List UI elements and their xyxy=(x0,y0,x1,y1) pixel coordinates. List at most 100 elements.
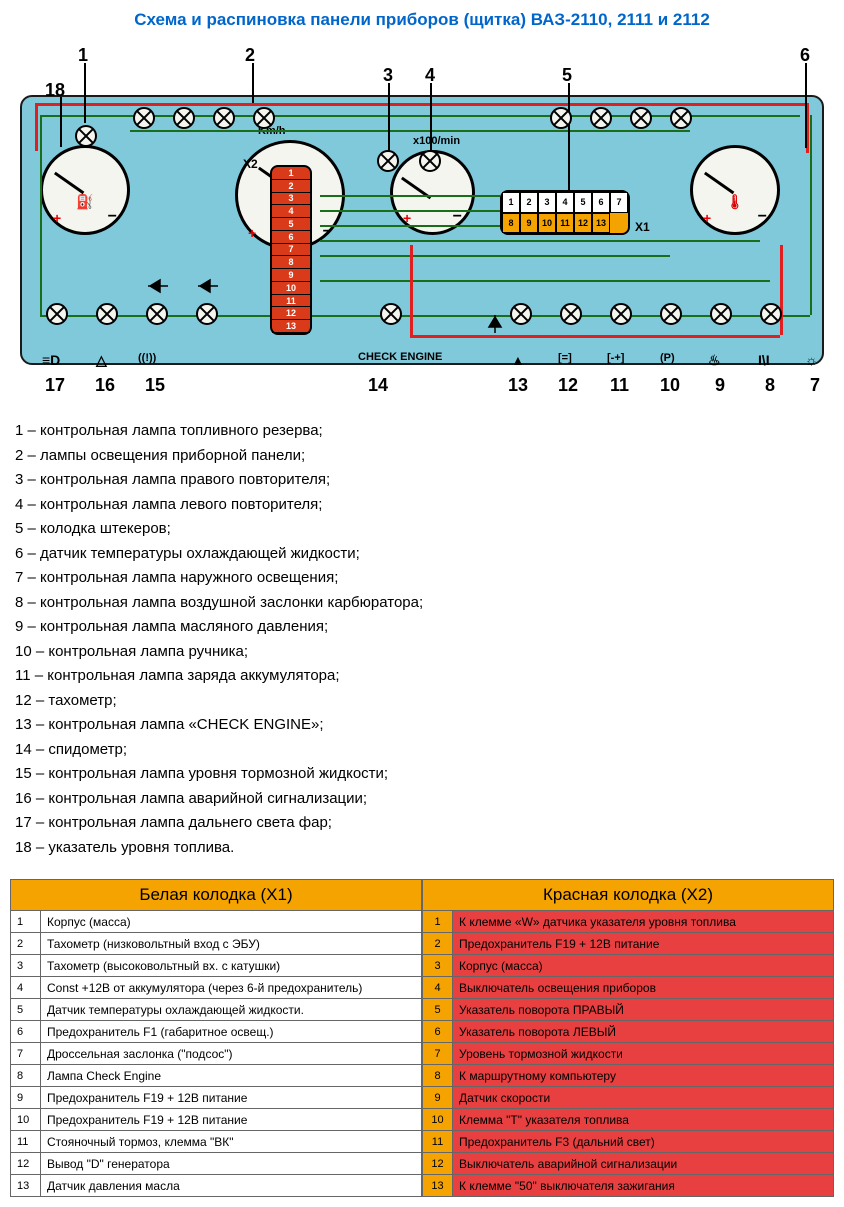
table-white-header: Белая колодка (Х1) xyxy=(11,880,422,911)
table-row: 3Тахометр (высоковольтный вх. с катушки) xyxy=(11,955,422,977)
cell-num: 3 xyxy=(423,955,453,977)
page-title: Схема и распиновка панели приборов (щитк… xyxy=(10,10,834,30)
pin: 6 xyxy=(272,231,310,244)
diode-icon xyxy=(485,315,505,333)
cell-desc: Предохранитель F1 (габаритное освещ.) xyxy=(41,1021,422,1043)
legend-item: 7 – контрольная лампа наружного освещени… xyxy=(15,567,834,590)
cell-num: 10 xyxy=(11,1109,41,1131)
table-red-header: Красная колодка (Х2) xyxy=(423,880,834,911)
table-row: 1К клемме «W» датчика указателя уровня т… xyxy=(423,911,834,933)
cell-num: 2 xyxy=(11,933,41,955)
legend-item: 1 – контрольная лампа топливного резерва… xyxy=(15,420,834,443)
legend-item: 3 – контрольная лампа правого повторител… xyxy=(15,469,834,492)
table-row: 13К клемме "50" выключателя зажигания xyxy=(423,1175,834,1197)
connector-x2-label: X2 xyxy=(243,157,258,171)
abs-icon: ▲ xyxy=(511,352,525,368)
table-row: 5Датчик температуры охлаждающей жидкости… xyxy=(11,999,422,1021)
lamp-icon xyxy=(510,303,532,325)
pin: 5 xyxy=(272,218,310,231)
legend-item: 14 – спидометр; xyxy=(15,739,834,762)
pin: 12 xyxy=(574,213,592,234)
cell-desc: К клемме "50" выключателя зажигания xyxy=(453,1175,834,1197)
cell-num: 11 xyxy=(11,1131,41,1153)
choke-icon: I\I xyxy=(758,352,770,368)
callout-line xyxy=(60,97,62,147)
pin: 2 xyxy=(272,180,310,193)
pin: 10 xyxy=(272,282,310,295)
lamp-icon xyxy=(146,303,168,325)
lamp-icon xyxy=(253,107,275,129)
legend-item: 4 – контрольная лампа левого повторителя… xyxy=(15,494,834,517)
callout-18: 18 xyxy=(45,80,65,101)
connector-x1-label: X1 xyxy=(635,220,650,234)
cell-num: 12 xyxy=(11,1153,41,1175)
table-row: 13Датчик давления масла xyxy=(11,1175,422,1197)
pin: 13 xyxy=(272,320,310,333)
check-engine-icon: CHECK ENGINE xyxy=(358,352,442,363)
lamp-icon xyxy=(610,303,632,325)
table-row: 7Дроссельная заслонка ("подсос") xyxy=(11,1043,422,1065)
cell-num: 1 xyxy=(423,911,453,933)
cell-desc: Стояночный тормоз, клемма "ВК" xyxy=(41,1131,422,1153)
cell-desc: К маршрутному компьютеру xyxy=(453,1065,834,1087)
brake-icon: ((!)) xyxy=(138,352,156,364)
legend-item: 18 – указатель уровня топлива. xyxy=(15,837,834,860)
cell-num: 4 xyxy=(423,977,453,999)
pin: 9 xyxy=(520,213,538,234)
plus-icon: + xyxy=(248,225,256,241)
pin: 11 xyxy=(272,295,310,308)
table-red: Красная колодка (Х2) 1К клемме «W» датчи… xyxy=(422,879,834,1197)
callout-16: 16 xyxy=(95,375,115,396)
pin: 1 xyxy=(502,192,520,213)
cell-num: 9 xyxy=(423,1087,453,1109)
cell-desc: К клемме «W» датчика указателя уровня то… xyxy=(453,911,834,933)
pin: 5 xyxy=(574,192,592,213)
connector-x2: 1 2 3 4 5 6 7 8 9 10 11 12 13 xyxy=(270,165,312,335)
callout-5: 5 xyxy=(562,65,572,86)
pin: 3 xyxy=(538,192,556,213)
callout-8: 8 xyxy=(765,375,775,396)
wiring-diagram: 1 2 3 4 5 6 18 + − ⛽ Km/h + − x100/min +… xyxy=(10,45,834,405)
table-row: 10Предохранитель F19 + 12В питание xyxy=(11,1109,422,1131)
table-row: 9Датчик скорости xyxy=(423,1087,834,1109)
cell-num: 10 xyxy=(423,1109,453,1131)
lamp-icon xyxy=(630,107,652,129)
callout-line xyxy=(84,63,86,123)
pin: 13 xyxy=(592,213,610,234)
pin: 3 xyxy=(272,193,310,206)
callout-10: 10 xyxy=(660,375,680,396)
legend-item: 5 – колодка штекеров; xyxy=(15,518,834,541)
lamp-icon xyxy=(377,150,399,172)
seatbelt-icon: [=] xyxy=(558,352,572,364)
legend-item: 12 – тахометр; xyxy=(15,690,834,713)
cell-desc: Указатель поворота ПРАВЫЙ xyxy=(453,999,834,1021)
lamp-icon xyxy=(96,303,118,325)
callout-1: 1 xyxy=(78,45,88,66)
fuel-icon: ⛽ xyxy=(76,193,93,210)
lamp-icon xyxy=(46,303,68,325)
table-row: 12Выключатель аварийной сигнализации xyxy=(423,1153,834,1175)
cell-desc: Корпус (масса) xyxy=(453,955,834,977)
callout-line xyxy=(430,83,432,153)
legend-item: 8 – контрольная лампа воздушной заслонки… xyxy=(15,592,834,615)
plus-icon: + xyxy=(403,210,411,226)
pin: 9 xyxy=(272,269,310,282)
lamp-icon xyxy=(670,107,692,129)
hazard-icon: △ xyxy=(96,352,107,369)
table-row: 10Клемма "Т" указателя топлива xyxy=(423,1109,834,1131)
table-row: 1Корпус (масса) xyxy=(11,911,422,933)
lamp-icon xyxy=(660,303,682,325)
highbeam-icon: ≡D xyxy=(42,352,60,368)
cell-num: 4 xyxy=(11,977,41,999)
legend-item: 17 – контрольная лампа дальнего света фа… xyxy=(15,812,834,835)
temp-gauge: + − 🌡 xyxy=(690,145,780,235)
table-row: 12Вывод "D" генератора xyxy=(11,1153,422,1175)
callout-2: 2 xyxy=(245,45,255,66)
table-row: 11Стояночный тормоз, клемма "ВК" xyxy=(11,1131,422,1153)
table-row: 3Корпус (масса) xyxy=(423,955,834,977)
cell-desc: Уровень тормозной жидкости xyxy=(453,1043,834,1065)
cell-num: 12 xyxy=(423,1153,453,1175)
cell-desc: Датчик температуры охлаждающей жидкости. xyxy=(41,999,422,1021)
connector-x1: 1 2 3 4 5 6 7 8 9 10 11 12 13 xyxy=(500,190,630,235)
cell-num: 6 xyxy=(423,1021,453,1043)
